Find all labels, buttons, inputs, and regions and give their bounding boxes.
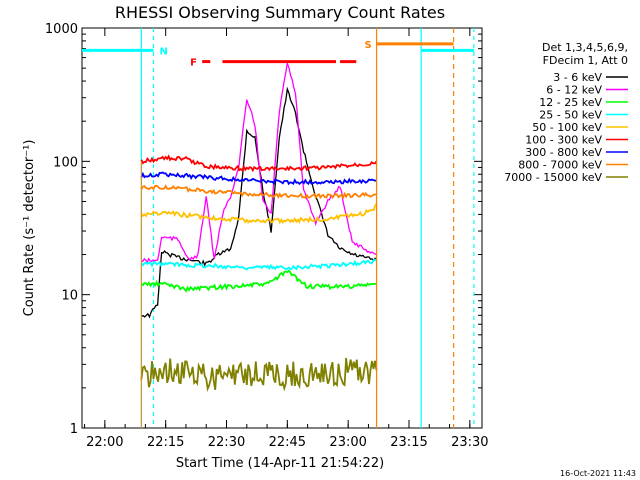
- flag-label: N: [160, 46, 168, 57]
- event-markers: [140, 28, 475, 428]
- series-lines: [140, 62, 378, 428]
- series-line: [140, 357, 378, 393]
- y-axis: 1 10 100 1000: [45, 22, 482, 437]
- series-line: [140, 184, 377, 200]
- flag-label: F: [190, 58, 197, 69]
- x-tick-label: 23:30: [451, 435, 488, 450]
- series-line: [141, 62, 377, 264]
- x-axis-label: Start Time (14-Apr-11 21:54:22): [176, 456, 384, 471]
- legend-entry-label: 800 - 7000 keV: [518, 159, 602, 172]
- y-tick-label: 10: [61, 289, 78, 304]
- legend-entry-label: 300 - 800 keV: [525, 146, 602, 159]
- series-line: [140, 258, 378, 271]
- legend-entry-label: 100 - 300 keV: [525, 134, 602, 147]
- series-line: [140, 154, 378, 173]
- series-line: [140, 203, 378, 225]
- x-tick-label: 22:15: [147, 435, 184, 450]
- flag-bars: N S F: [82, 40, 474, 69]
- y-tick-label: 100: [53, 155, 78, 170]
- series-line: [140, 269, 377, 293]
- timestamp: 16-Oct-2021 11:43: [560, 469, 636, 478]
- x-tick-label: 23:15: [390, 435, 427, 450]
- legend: Det 1,3,4,5,6,9,FDecim 1, Att 0 3 - 6 keV…: [504, 41, 628, 184]
- y-tick-label: 1: [70, 422, 78, 437]
- legend-entry-label: 25 - 50 keV: [539, 109, 602, 122]
- x-axis: 22:00 22:15 22:30 22:45 23:00 23:15 23:30: [84, 28, 489, 450]
- x-tick-label: 22:45: [269, 435, 306, 450]
- legend-entry-label: 3 - 6 keV: [553, 71, 602, 84]
- series-line: [141, 86, 378, 319]
- legend-entry-label: 6 - 12 keV: [546, 84, 602, 97]
- plot-area: [81, 27, 483, 429]
- flag-label: S: [365, 40, 372, 51]
- x-tick-label: 22:30: [208, 435, 245, 450]
- y-tick-label: 1000: [45, 22, 78, 37]
- legend-header: FDecim 1, Att 0: [543, 54, 628, 67]
- legend-entry-label: 12 - 25 keV: [539, 96, 602, 109]
- legend-header: Det 1,3,4,5,6,9,: [542, 41, 628, 54]
- series-line: [140, 171, 377, 186]
- x-tick-label: 22:00: [86, 435, 123, 450]
- legend-entry-label: 7000 - 15000 keV: [504, 171, 602, 184]
- chart-title: RHESSI Observing Summary Count Rates: [115, 3, 445, 22]
- x-tick-label: 23:00: [329, 435, 366, 450]
- legend-entry-label: 50 - 100 keV: [532, 121, 602, 134]
- y-axis-label: Count Rate (s⁻¹ detector⁻¹): [22, 140, 37, 317]
